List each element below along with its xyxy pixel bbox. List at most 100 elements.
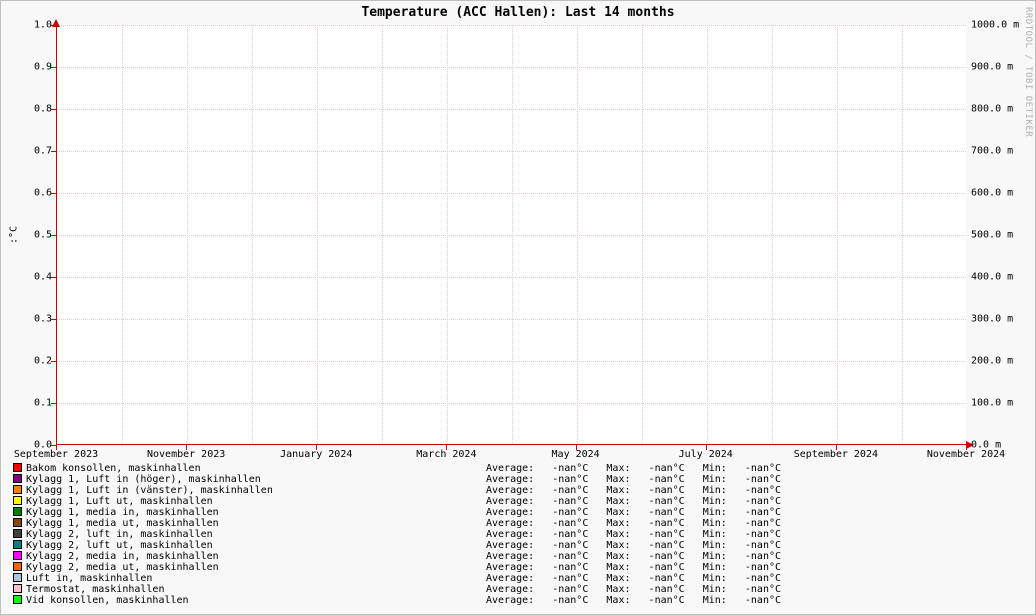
legend-row: Kylagg 2, media ut, maskinhallenAverage:… [13,562,781,573]
legend-series-stats: Average: -nan°C Max: -nan°C Min: -nan°C [486,463,781,474]
legend-series-name: Kylagg 1, media in, maskinhallen [26,507,486,518]
legend-series-name: Termostat, maskinhallen [26,584,486,595]
y-tick-label-right: 900.0 m [971,62,1026,73]
legend-swatch [13,463,22,472]
y-tick-mark [51,277,56,278]
y-tick-mark [51,193,56,194]
legend: Bakom konsollen, maskinhallenAverage: -n… [13,463,781,606]
y-tick-mark [51,319,56,320]
legend-row: Kylagg 2, luft in, maskinhallenAverage: … [13,529,781,540]
x-tick-mark [836,445,837,450]
legend-series-stats: Average: -nan°C Max: -nan°C Min: -nan°C [486,595,781,606]
legend-row: Kylagg 1, media ut, maskinhallenAverage:… [13,518,781,529]
x-tick-mark [706,445,707,450]
legend-row: Kylagg 2, luft ut, maskinhallenAverage: … [13,540,781,551]
y-tick-label-right: 200.0 m [971,356,1026,367]
legend-series-stats: Average: -nan°C Max: -nan°C Min: -nan°C [486,551,781,562]
legend-swatch [13,595,22,604]
y-tick-mark [51,361,56,362]
x-tick-label: May 2024 [552,449,600,460]
legend-series-name: Kylagg 2, luft in, maskinhallen [26,529,486,540]
y-tick-mark [51,235,56,236]
legend-series-stats: Average: -nan°C Max: -nan°C Min: -nan°C [486,529,781,540]
legend-swatch [13,573,22,582]
gridline-vertical [122,25,123,444]
legend-swatch [13,518,22,527]
y-tick-label-right: 300.0 m [971,314,1026,325]
y-tick-label-left: 0.2 [12,356,52,367]
y-tick-label-right: 1000.0 m [971,20,1026,31]
chart-title: Temperature (ACC Hallen): Last 14 months [1,5,1035,20]
y-tick-mark [51,403,56,404]
y-tick-label-left: 0.1 [12,398,52,409]
y-tick-label-right: 600.0 m [971,188,1026,199]
legend-series-stats: Average: -nan°C Max: -nan°C Min: -nan°C [486,562,781,573]
y-tick-label-left: 1.0 [12,20,52,31]
y-tick-label-right: 800.0 m [971,104,1026,115]
y-tick-label-left: 0.5 [12,230,52,241]
gridline-vertical [577,25,578,444]
legend-series-name: Bakom konsollen, maskinhallen [26,463,486,474]
gridline-vertical [902,25,903,444]
x-tick-label: July 2024 [679,449,733,460]
legend-swatch [13,485,22,494]
legend-swatch [13,551,22,560]
y-tick-label-left: 0.3 [12,314,52,325]
y-tick-mark [51,109,56,110]
gridline-vertical [512,25,513,444]
x-tick-mark [56,445,57,450]
x-tick-mark [446,445,447,450]
y-tick-label-left: 0.7 [12,146,52,157]
legend-row: Kylagg 1, media in, maskinhallenAverage:… [13,507,781,518]
legend-row: Kylagg 1, Luft ut, maskinhallenAverage: … [13,496,781,507]
legend-series-stats: Average: -nan°C Max: -nan°C Min: -nan°C [486,518,781,529]
gridline-vertical [252,25,253,444]
y-tick-mark [51,25,56,26]
gridline-vertical [187,25,188,444]
legend-swatch [13,584,22,593]
legend-series-stats: Average: -nan°C Max: -nan°C Min: -nan°C [486,540,781,551]
y-tick-label-left: 0.6 [12,188,52,199]
y-tick-mark [51,67,56,68]
legend-row: Vid konsollen, maskinhallenAverage: -nan… [13,595,781,606]
legend-swatch [13,562,22,571]
x-tick-label: January 2024 [280,449,352,460]
legend-series-name: Kylagg 2, luft ut, maskinhallen [26,540,486,551]
legend-swatch [13,474,22,483]
legend-series-name: Kylagg 2, media in, maskinhallen [26,551,486,562]
y-tick-label-right: 500.0 m [971,230,1026,241]
legend-series-stats: Average: -nan°C Max: -nan°C Min: -nan°C [486,573,781,584]
gridline-vertical [837,25,838,444]
y-tick-label-right: 100.0 m [971,398,1026,409]
legend-row: Termostat, maskinhallenAverage: -nan°C M… [13,584,781,595]
legend-swatch [13,540,22,549]
legend-row: Kylagg 2, media in, maskinhallenAverage:… [13,551,781,562]
y-tick-label-left: 0.4 [12,272,52,283]
legend-series-stats: Average: -nan°C Max: -nan°C Min: -nan°C [486,507,781,518]
gridline-vertical [317,25,318,444]
legend-series-name: Kylagg 1, Luft ut, maskinhallen [26,496,486,507]
x-tick-mark [576,445,577,450]
legend-swatch [13,507,22,516]
legend-series-name: Kylagg 1, Luft in (höger), maskinhallen [26,474,486,485]
y-tick-label-left: 0.9 [12,62,52,73]
legend-row: Kylagg 1, Luft in (vänster), maskinhalle… [13,485,781,496]
x-tick-label: November 2023 [147,449,225,460]
x-tick-mark [186,445,187,450]
x-tick-mark [316,445,317,450]
legend-row: Kylagg 1, Luft in (höger), maskinhallenA… [13,474,781,485]
x-tick-mark [966,445,967,450]
legend-series-stats: Average: -nan°C Max: -nan°C Min: -nan°C [486,474,781,485]
legend-series-name: Kylagg 2, media ut, maskinhallen [26,562,486,573]
legend-series-stats: Average: -nan°C Max: -nan°C Min: -nan°C [486,584,781,595]
plot-area [56,25,966,445]
legend-series-name: Luft in, maskinhallen [26,573,486,584]
gridline-vertical [642,25,643,444]
x-tick-label: September 2023 [14,449,98,460]
legend-swatch [13,529,22,538]
legend-row: Bakom konsollen, maskinhallenAverage: -n… [13,463,781,474]
legend-row: Luft in, maskinhallenAverage: -nan°C Max… [13,573,781,584]
x-tick-label: September 2024 [794,449,878,460]
gridline-vertical [382,25,383,444]
x-tick-label: November 2024 [927,449,1005,460]
